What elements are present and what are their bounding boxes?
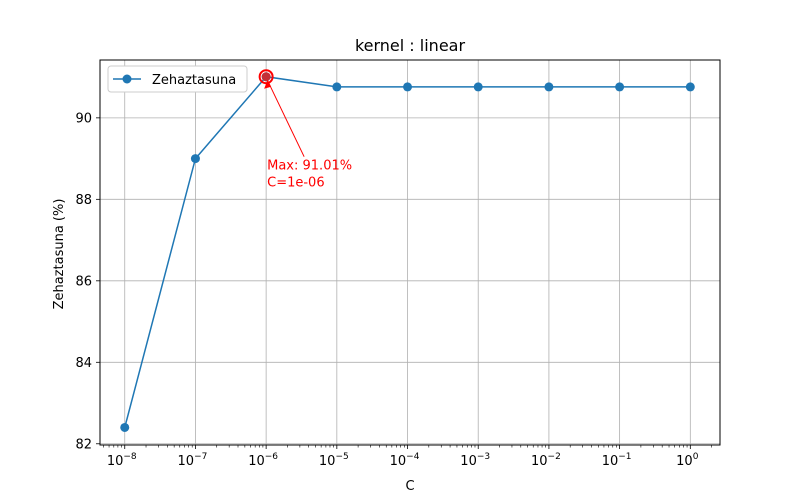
y-tick-label: 82 <box>75 437 92 452</box>
axis-ticks: 82 84 86 88 90 10−8 10−7 10−6 10−5 10−4 10−3 10−2 10… <box>75 111 698 469</box>
x-tick-label: 10−6 <box>248 452 278 469</box>
data-point <box>332 82 342 92</box>
annotation-text-line: C=1e-06 <box>267 176 324 191</box>
x-tick-label: 10−8 <box>107 452 137 469</box>
y-tick-label: 90 <box>75 111 92 126</box>
max-point-fill <box>261 72 271 82</box>
data-point <box>685 82 695 92</box>
data-point <box>190 154 200 164</box>
x-tick-label: 100 <box>676 452 699 469</box>
annotation-arrowhead <box>264 79 272 89</box>
y-tick-label: 86 <box>75 274 92 289</box>
legend-entry-label: Zehaztasuna <box>152 73 236 88</box>
x-tick-label: 10−1 <box>602 452 632 469</box>
y-tick-label: 84 <box>75 356 92 371</box>
chart-title: kernel : linear <box>355 36 466 55</box>
data-point <box>615 82 625 92</box>
y-axis-label: Zehaztasuna (%) <box>52 199 67 310</box>
grid <box>100 60 720 445</box>
annotation-text-line: Max: 91.01% <box>267 159 352 174</box>
legend: Zehaztasuna <box>107 65 248 93</box>
x-tick-label: 10−3 <box>460 452 490 469</box>
x-tick-label: 10−5 <box>319 452 349 469</box>
legend-marker-swatch <box>122 74 132 84</box>
data-point <box>403 82 413 92</box>
max-point-marker <box>258 69 274 85</box>
data-point <box>120 422 130 432</box>
annotation-arrow <box>267 80 305 157</box>
annotation: Max: 91.01% C=1e-06 <box>258 69 352 191</box>
axes-frame <box>99 59 721 446</box>
data-point <box>544 82 554 92</box>
x-axis-label: C <box>405 479 414 494</box>
legend-box <box>107 65 248 93</box>
x-tick-label: 10−2 <box>531 452 561 469</box>
x-tick-label: 10−4 <box>390 452 420 469</box>
x-tick-label: 10−7 <box>178 452 208 469</box>
data-point <box>473 82 483 92</box>
y-tick-label: 88 <box>75 193 92 208</box>
